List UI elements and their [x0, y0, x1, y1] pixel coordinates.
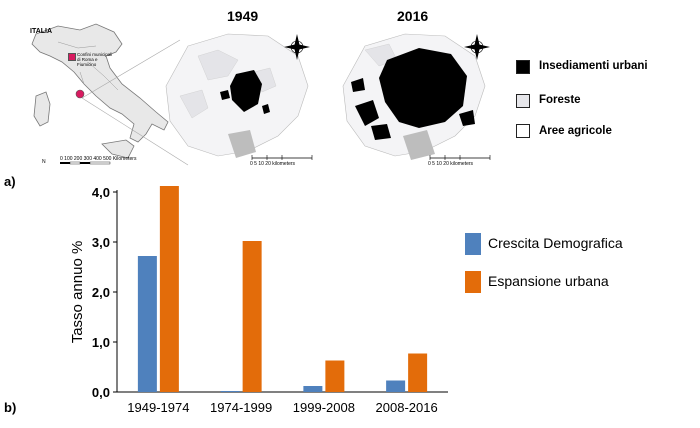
inset-scale-label: 0 100 200 300 400 500 Kilometers [60, 156, 137, 162]
legend-swatch-urban [516, 60, 530, 74]
chart-legend-swatch-population [465, 233, 481, 255]
y-axis-label: Tasso annuo % [69, 241, 86, 344]
x-tick-label: 1949-1974 [127, 400, 189, 415]
italy-label: ITALIA [30, 28, 53, 35]
scale-label-2016: 0 5 10 20 kilometers [428, 161, 474, 167]
chart-legend-label-urban: Espansione urbana [488, 273, 609, 289]
x-tick-label: 1999-2008 [293, 400, 355, 415]
legend-swatch-agricultural [516, 124, 530, 138]
legend-swatch-forest [516, 94, 530, 108]
map-1949-title: 1949 [227, 8, 259, 24]
bar-urban-0 [159, 186, 179, 392]
map-2016 [342, 33, 486, 160]
y-tick-label: 0,0 [92, 385, 110, 400]
bar-urban-1 [242, 241, 262, 392]
y-tick-label: 3,0 [92, 235, 110, 250]
y-tick-label: 1,0 [92, 335, 110, 350]
y-tick-label: 4,0 [92, 185, 110, 200]
bar-population-0 [137, 256, 157, 392]
y-tick-label: 2,0 [92, 285, 110, 300]
bar-population-3 [386, 380, 406, 392]
panel-a-letter: a) [4, 174, 16, 189]
north-arrow-2016-icon [464, 34, 490, 60]
rome-marker [75, 89, 85, 99]
chart-legend-swatch-urban [465, 271, 481, 293]
north-arrow-1949-icon [284, 34, 310, 60]
map-2016-title: 2016 [397, 8, 429, 24]
scale-bar-1949 [251, 155, 313, 160]
bar-population-2 [303, 386, 323, 392]
legend-label-agricultural: Aree agricole [539, 125, 612, 137]
italy-inset-map: N [18, 12, 188, 172]
bar-population-1 [220, 391, 240, 392]
inset-connector-lines [81, 39, 189, 166]
scale-label-1949: 0 5 10 20 kilometers [250, 161, 296, 167]
scale-bar-2016 [429, 155, 491, 160]
svg-text:N: N [42, 159, 46, 165]
inset-legend-label: Confini municipali di Roma e Fiumicino [77, 52, 113, 67]
x-tick-label: 2008-2016 [376, 400, 438, 415]
inset-legend-swatch [68, 53, 76, 61]
panel-b-letter: b) [4, 400, 17, 415]
bar-urban-3 [408, 353, 428, 392]
legend-label-urban: Insediamenti urbani [539, 60, 648, 72]
bar-urban-2 [325, 360, 345, 392]
x-tick-label: 1974-1999 [210, 400, 272, 415]
map-1949 [165, 33, 309, 158]
chart-legend-label-population: Crescita Demografica [488, 235, 623, 251]
legend-label-forest: Foreste [539, 94, 581, 106]
